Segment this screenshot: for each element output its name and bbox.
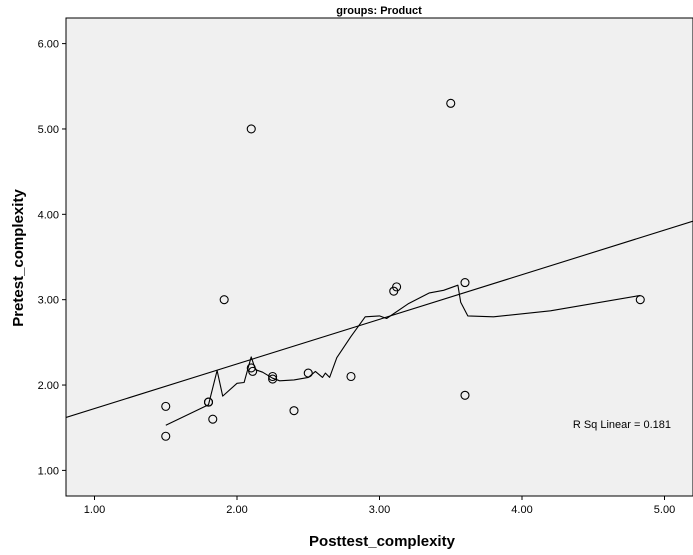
y-tick-label: 4.00 [38, 209, 59, 221]
y-axis-label: Pretest_complexity [10, 189, 27, 327]
linear-fit-line [66, 220, 693, 418]
x-tick-label: 4.00 [511, 504, 532, 516]
y-tick-label: 1.00 [38, 465, 59, 477]
y-tick-label: 3.00 [38, 295, 59, 307]
data-point [303, 368, 313, 378]
data-point [392, 282, 402, 292]
y-tick-label: 6.00 [38, 39, 59, 51]
x-tick-label: 1.00 [84, 504, 105, 516]
data-point [346, 371, 356, 382]
data-point [246, 124, 256, 134]
data-series [66, 98, 693, 441]
data-point [460, 278, 470, 288]
x-tick-label: 2.00 [226, 504, 247, 516]
data-point [460, 390, 470, 400]
data-point [446, 98, 456, 108]
data-point [161, 431, 171, 441]
data-point [219, 295, 229, 305]
r-squared-annotation: R Sq Linear = 0.181 [573, 419, 671, 431]
data-point [208, 414, 218, 424]
y-tick-label: 5.00 [38, 124, 59, 136]
plot-area [65, 17, 693, 497]
loess-fit-curve [165, 284, 641, 426]
data-point [635, 295, 645, 305]
x-tick-label: 3.00 [369, 504, 390, 516]
data-point [203, 397, 214, 407]
data-point [268, 371, 278, 382]
data-point [161, 401, 171, 411]
axis-ticks: 1.00 2.00 3.00 4.00 5.00 1.00 2.00 3.00 4.00 5.00… [38, 39, 676, 516]
chart-title: groups: Product [336, 5, 422, 17]
data-point [248, 366, 258, 376]
x-axis-label: Posttest_complexity [309, 533, 456, 550]
x-tick-label: 5.00 [654, 504, 675, 516]
data-point [268, 374, 278, 384]
y-tick-label: 2.00 [38, 380, 59, 392]
data-point [289, 406, 299, 416]
